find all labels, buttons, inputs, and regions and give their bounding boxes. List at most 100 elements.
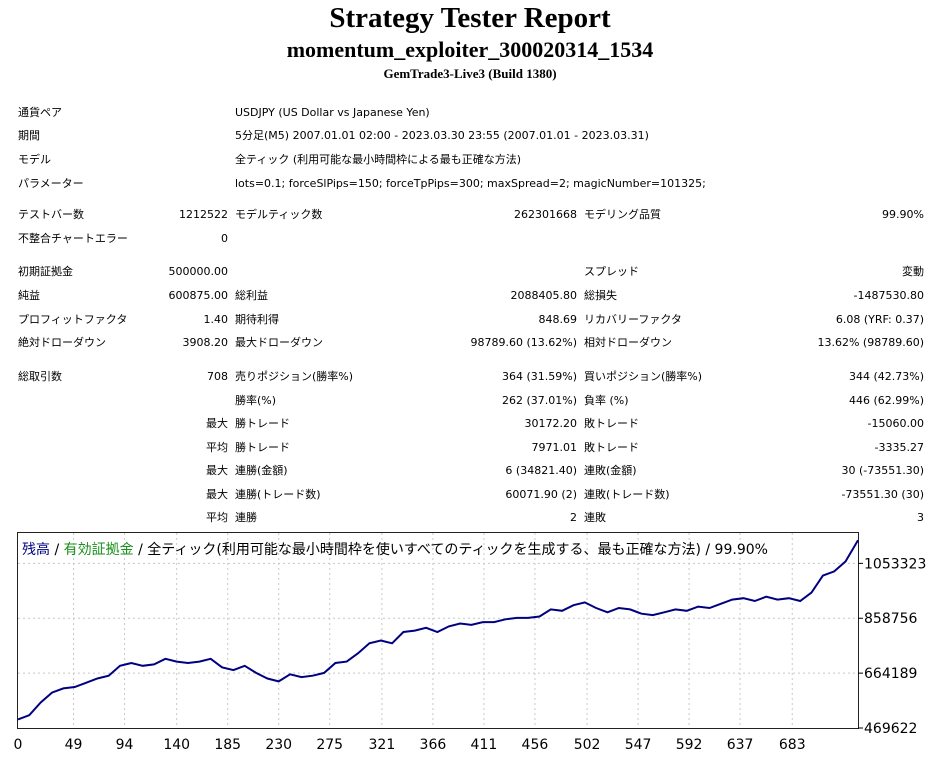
symbol-label: 通貨ペア: [18, 106, 62, 119]
total-trades-value: 708: [207, 370, 228, 383]
max-prefix: 最大: [206, 417, 228, 430]
long-positions-value: 344 (42.73%): [848, 370, 924, 383]
chart-caption: 残高 / 有効証拠金 / 全ティック(利用可能な最小時間枠を使いすべてのティック…: [22, 539, 768, 559]
expected-payoff-value: 848.69: [538, 313, 578, 326]
avg-loss-value: -3335.27: [874, 441, 924, 454]
x-tick-label: 140: [163, 737, 190, 753]
x-tick-label: 637: [727, 737, 754, 753]
consec-loss-trades-value: -73551.30 (30): [841, 488, 924, 501]
largest-loss-value: -15060.00: [867, 417, 924, 430]
chart-y-axis: 469622 664189 858756 1053323: [858, 556, 926, 737]
x-tick-label: 230: [265, 737, 292, 753]
avg-consec-loss-value: 3: [917, 511, 924, 524]
symbol-value: USDJPY (US Dollar vs Japanese Yen): [235, 106, 430, 119]
x-tick-label: 185: [214, 737, 241, 753]
caption-equity: 有効証拠金: [63, 542, 134, 558]
x-tick-label: 0: [14, 737, 23, 753]
x-tick-label: 592: [676, 737, 703, 753]
max-prefix: 最大: [206, 464, 228, 477]
spread-value: 変動: [902, 265, 924, 278]
gross-profit-label: 総利益: [235, 289, 268, 302]
chart-grid: [18, 533, 858, 728]
caption-balance: 残高: [22, 542, 50, 558]
y-tick-label: 1053323: [864, 556, 926, 572]
caption-model: / 全ティック(利用可能な最小時間枠を使いすべてのティックを生成する、最も正確な…: [133, 542, 768, 558]
ticks-value: 262301668: [514, 208, 577, 221]
largest-win-label: 勝トレード: [235, 417, 290, 430]
y-tick-label: 469622: [864, 721, 917, 737]
spread-label: スプレッド: [584, 265, 639, 278]
avg-consec-win-label: 連勝: [235, 511, 257, 524]
largest-win-value: 30172.20: [524, 417, 578, 430]
long-positions-label: 買いポジション(勝率%): [584, 370, 703, 383]
win-rate-value: 262 (37.01%): [501, 394, 577, 407]
bars-value: 1212522: [179, 208, 228, 221]
x-tick-label: 366: [420, 737, 447, 753]
expected-payoff-label: 期待利得: [235, 313, 279, 326]
consec-win-trades-value: 60071.90 (2): [505, 488, 577, 501]
mismatch-value: 0: [221, 232, 228, 245]
gross-profit-value: 2088405.80: [510, 289, 577, 302]
loss-rate-label: 負率 (%): [584, 394, 629, 407]
net-profit-label: 純益: [18, 289, 40, 302]
total-trades-label: 総取引数: [18, 370, 62, 383]
balance-series-line: [17, 539, 859, 721]
consec-win-money-label: 連勝(金額): [235, 464, 288, 477]
caption-separator: /: [50, 542, 64, 558]
avg-win-value: 7971.01: [531, 441, 578, 454]
abs-drawdown-value: 3908.20: [182, 336, 229, 349]
bars-label: テストバー数: [18, 208, 84, 221]
deposit-value: 500000.00: [168, 265, 229, 278]
chart-x-axis: 0 49 94 140 185 230 275 321 366 411 456 502 547 592 63…: [14, 737, 806, 753]
x-tick-label: 547: [625, 737, 652, 753]
report-subtitle: momentum_exploiter_300020314_1534: [286, 37, 654, 62]
x-tick-label: 502: [574, 737, 601, 753]
period-value: 5分足(M5) 2007.01.01 02:00 - 2023.03.30 23…: [235, 129, 649, 142]
x-tick-label: 321: [369, 737, 396, 753]
profit-factor-value: 1.40: [203, 313, 229, 326]
report-build: GemTrade3-Live3 (Build 1380): [383, 66, 557, 81]
consec-loss-trades-label: 連敗(トレード数): [584, 488, 670, 501]
y-tick-label: 664189: [864, 666, 917, 682]
deposit-label: 初期証拠金: [18, 265, 73, 278]
x-tick-label: 49: [65, 737, 83, 753]
chart-series-layer: [17, 539, 859, 721]
period-label: 期間: [18, 129, 40, 142]
quality-value: 99.90%: [882, 208, 924, 221]
mismatch-label: 不整合チャートエラー: [18, 232, 128, 245]
x-tick-label: 275: [316, 737, 343, 753]
x-tick-label: 411: [471, 737, 498, 753]
gross-loss-value: -1487530.80: [853, 289, 924, 302]
model-label: モデル: [18, 153, 51, 166]
profit-factor-label: プロフィットファクタ: [18, 313, 128, 326]
max-prefix: 最大: [206, 488, 228, 501]
y-tick-label: 858756: [864, 611, 918, 627]
consec-loss-money-label: 連敗(金額): [584, 464, 637, 477]
avg-consec-loss-label: 連敗: [584, 511, 606, 524]
largest-loss-label: 敗トレード: [584, 417, 639, 430]
rel-drawdown-label: 相対ドローダウン: [584, 336, 672, 349]
report-title: Strategy Tester Report: [329, 2, 611, 34]
consec-win-money-value: 6 (34821.40): [505, 464, 577, 477]
max-drawdown-label: 最大ドローダウン: [235, 336, 323, 349]
x-tick-label: 94: [116, 737, 134, 753]
recovery-factor-value: 6.08 (YRF: 0.37): [835, 313, 924, 326]
avg-prefix: 平均: [206, 511, 228, 524]
ticks-label: モデルティック数: [235, 208, 323, 221]
max-drawdown-value: 98789.60 (13.62%): [470, 336, 577, 349]
net-profit-value: 600875.00: [168, 289, 229, 302]
x-tick-label: 683: [779, 737, 806, 753]
avg-win-label: 勝トレード: [235, 441, 290, 454]
short-positions-value: 364 (31.59%): [501, 370, 577, 383]
consec-loss-money-value: 30 (-73551.30): [841, 464, 924, 477]
params-label: パラメーター: [18, 177, 84, 190]
gross-loss-label: 総損失: [584, 289, 617, 302]
rel-drawdown-value: 13.62% (98789.60): [817, 336, 924, 349]
avg-prefix: 平均: [206, 441, 228, 454]
model-value: 全ティック (利用可能な最小時間枠による最も正確な方法): [235, 153, 522, 166]
recovery-factor-label: リカバリーファクタ: [584, 313, 682, 326]
balance-chart-frame: [17, 532, 859, 729]
x-tick-label: 456: [522, 737, 549, 753]
win-rate-label: 勝率(%): [235, 394, 277, 407]
